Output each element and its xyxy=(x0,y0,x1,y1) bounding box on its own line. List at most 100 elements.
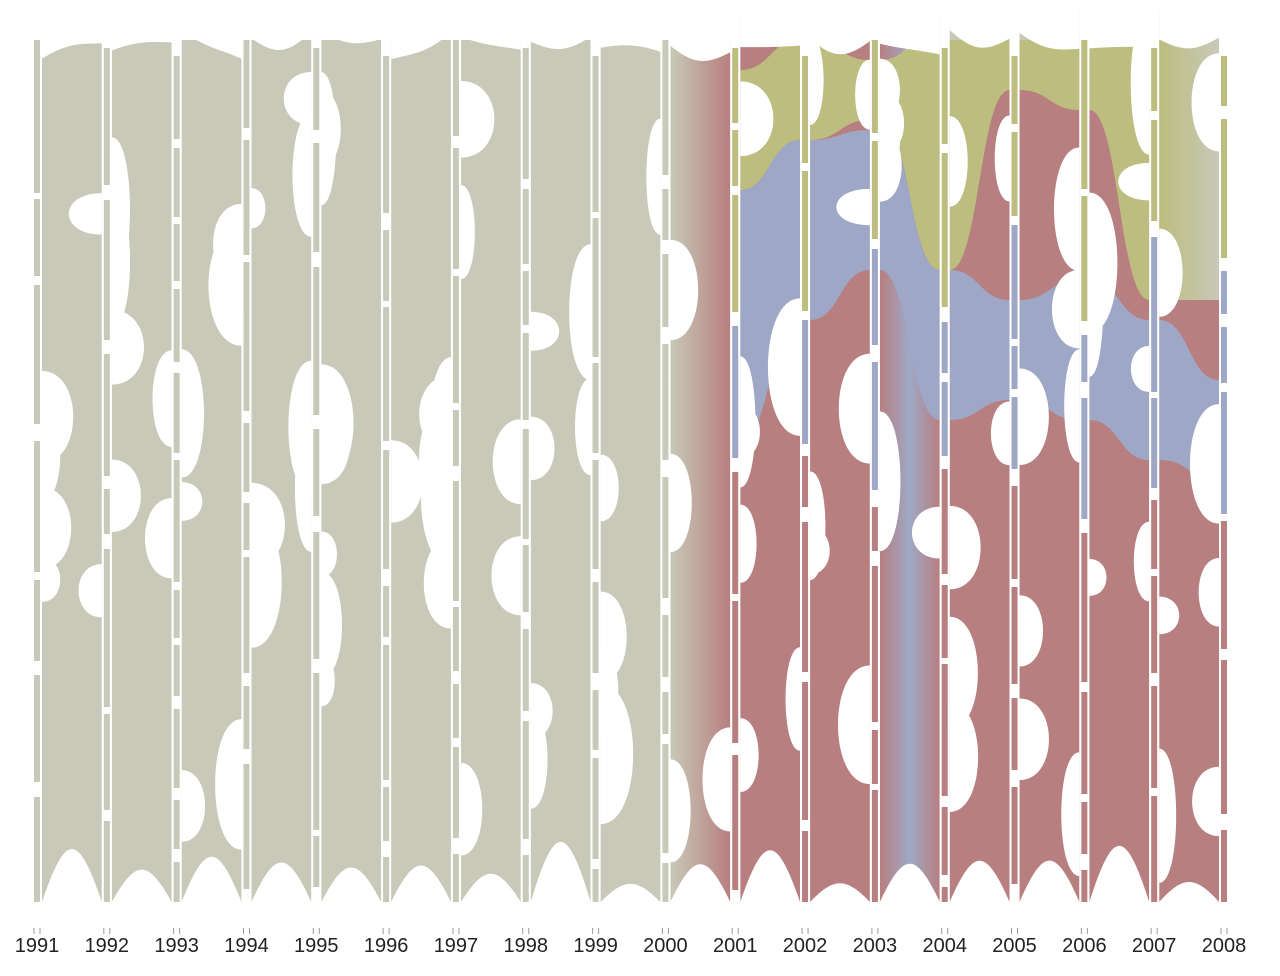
flow-gap xyxy=(1192,766,1219,837)
year-label-2005: 2005 xyxy=(992,935,1037,957)
flow-gap xyxy=(42,0,102,59)
year-node-module xyxy=(802,320,809,444)
year-node-module xyxy=(662,254,669,327)
year-node-module xyxy=(941,664,948,796)
year-node-module xyxy=(871,362,878,490)
flow-gap xyxy=(1159,882,1219,912)
year-node-module xyxy=(941,469,948,574)
year-node-module xyxy=(871,566,878,722)
flow-gap xyxy=(810,0,870,55)
year-node-module xyxy=(173,460,180,582)
flow-gap xyxy=(836,188,870,226)
flow-gap xyxy=(530,0,591,50)
year-node-module xyxy=(1011,787,1018,884)
year-node-module xyxy=(1011,587,1018,684)
year-node-module xyxy=(452,276,459,403)
year-node-module xyxy=(662,863,669,902)
flow-gap xyxy=(1019,368,1049,465)
year-label-1996: 1996 xyxy=(364,935,409,957)
year-node-module xyxy=(522,48,529,179)
flow-gap xyxy=(321,364,354,482)
year-node-module xyxy=(173,709,180,788)
flow-gap xyxy=(855,59,870,130)
flow-gap xyxy=(1061,752,1080,877)
flow-gap xyxy=(145,498,172,579)
year-node-module xyxy=(592,582,599,673)
flow-gap xyxy=(530,841,591,912)
year-node-module xyxy=(173,645,180,696)
flow-gap xyxy=(391,0,451,60)
year-node-module xyxy=(732,195,739,312)
year-node-module xyxy=(662,189,669,240)
flow-gap xyxy=(740,81,774,157)
flow-gap xyxy=(251,0,312,50)
year-label-2002: 2002 xyxy=(783,935,828,957)
year-node-module xyxy=(522,429,529,539)
year-node-module xyxy=(1221,521,1227,649)
year-node-module xyxy=(522,271,529,325)
node-layer xyxy=(32,8,1229,902)
flow-gap xyxy=(1051,269,1080,349)
flow-layer xyxy=(42,0,1219,912)
flow-gap xyxy=(530,311,560,351)
year-node-module xyxy=(662,692,669,734)
year-node-module xyxy=(452,854,459,902)
year-node-module xyxy=(871,730,878,784)
flow-gap xyxy=(1019,860,1080,912)
year-node-module xyxy=(173,224,180,281)
year-node-module xyxy=(173,862,180,902)
flow-band xyxy=(810,130,870,320)
flow-gap xyxy=(569,244,591,381)
year-node-module xyxy=(383,586,390,637)
flow-gap xyxy=(1159,748,1177,883)
year-label-1995: 1995 xyxy=(294,935,339,957)
year-node-module xyxy=(103,489,110,534)
year-node-module xyxy=(1221,660,1227,814)
flow-gap xyxy=(215,719,242,850)
flow-gap xyxy=(460,762,483,856)
flow-gap xyxy=(1019,698,1049,781)
year-label-1994: 1994 xyxy=(224,935,269,957)
flow-gap xyxy=(600,0,661,52)
year-node-module xyxy=(1081,335,1088,382)
flow-gap xyxy=(42,370,74,463)
year-node-module xyxy=(1151,686,1158,788)
flow-gap xyxy=(785,647,801,751)
year-node-module xyxy=(243,764,250,889)
flow-gap xyxy=(213,203,242,284)
year-node-module xyxy=(34,199,40,276)
year-node-module xyxy=(173,56,180,139)
year-node-module xyxy=(34,40,40,193)
flow-gap xyxy=(68,193,102,235)
flow-gap xyxy=(1019,0,1080,50)
flow-gap xyxy=(810,35,824,125)
flow-gap xyxy=(702,727,731,832)
flow-gap xyxy=(740,0,801,48)
flow-gap xyxy=(646,118,661,235)
flow-gap xyxy=(740,718,759,793)
flow-gap xyxy=(1159,228,1183,317)
flow-gap xyxy=(810,527,830,575)
year-node-module xyxy=(1221,56,1227,106)
flow-gap xyxy=(1089,845,1150,912)
year-node-module xyxy=(522,721,529,839)
flow-gap xyxy=(810,883,870,912)
year-node-module xyxy=(732,326,739,458)
flow-gap xyxy=(321,531,337,577)
flow-gap xyxy=(111,0,172,51)
year-node-module xyxy=(1011,56,1018,124)
year-node-module xyxy=(871,790,878,902)
flow-gap xyxy=(600,883,661,912)
flow-gap xyxy=(321,571,343,679)
flow-gap xyxy=(111,153,128,214)
flow-gap xyxy=(670,453,692,553)
year-node-module xyxy=(662,344,669,460)
year-node-module xyxy=(313,532,320,659)
year-node-module xyxy=(1081,398,1088,519)
year-node-module xyxy=(313,48,320,130)
year-node-module xyxy=(1151,576,1158,673)
year-label-1997: 1997 xyxy=(434,935,479,957)
year-node-module xyxy=(173,289,180,362)
flow-gap xyxy=(181,482,203,521)
year-node-module xyxy=(871,507,878,551)
